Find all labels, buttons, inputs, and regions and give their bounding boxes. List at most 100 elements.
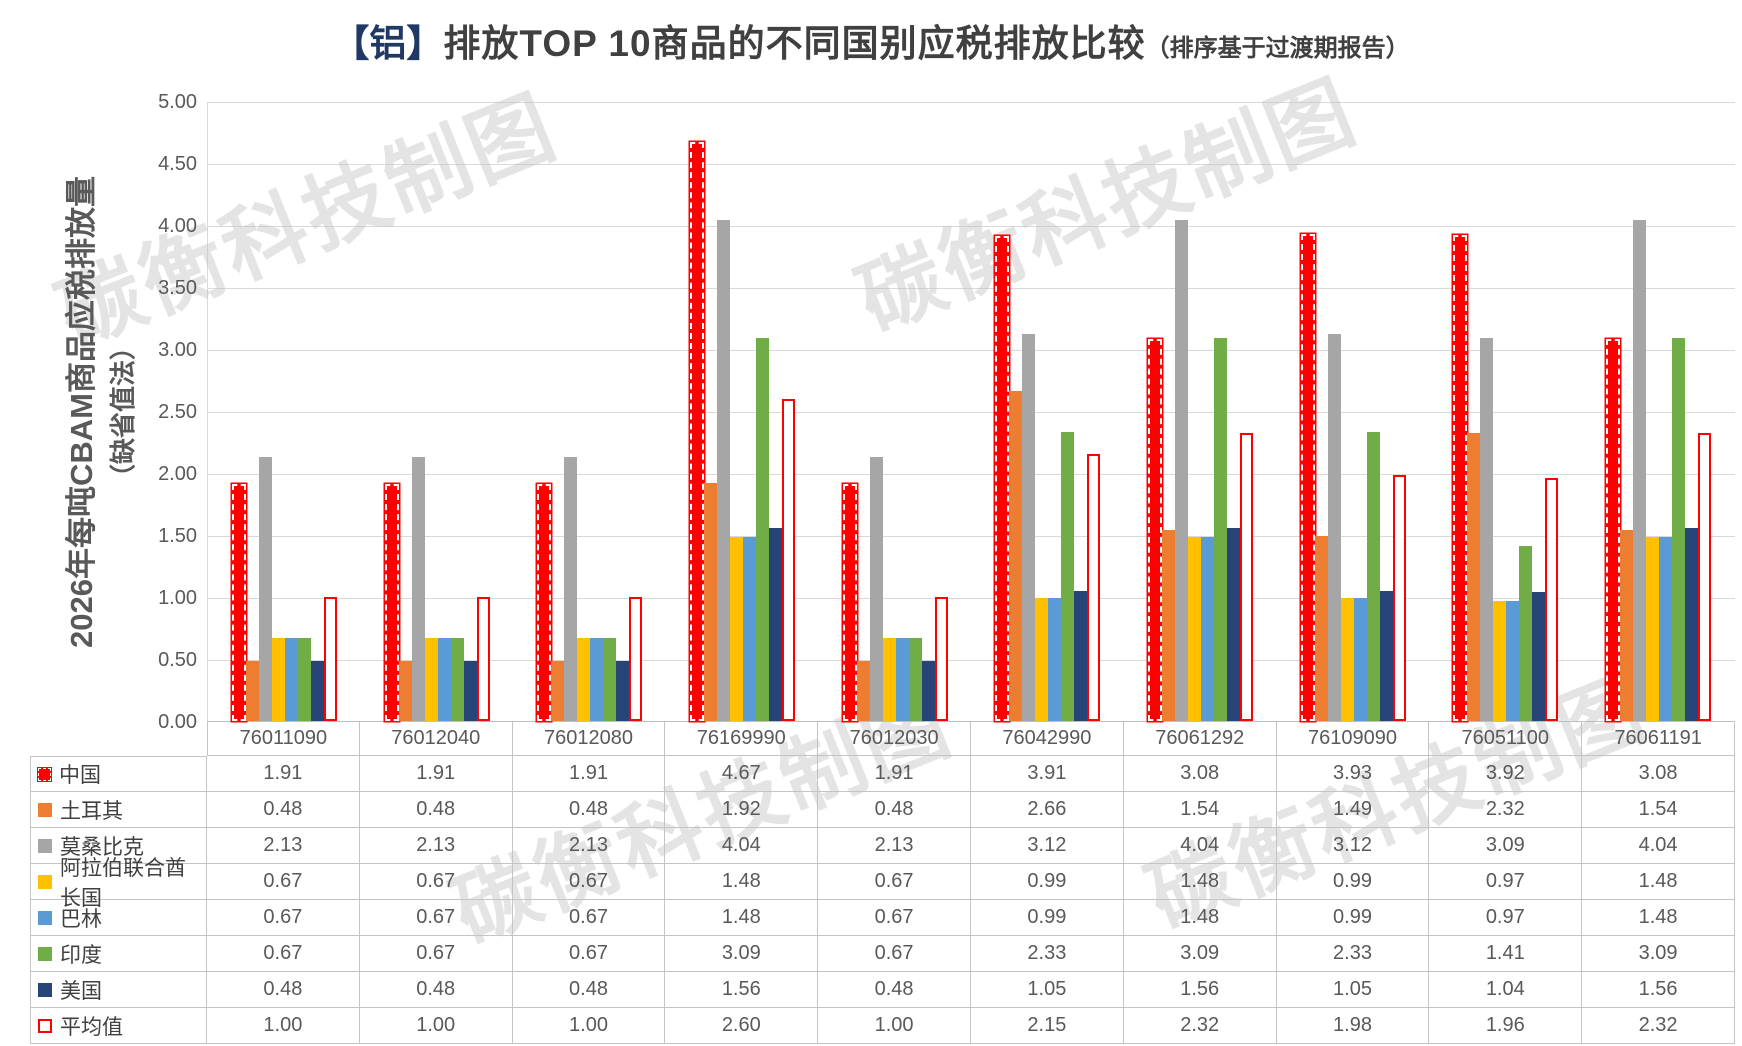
bar-中国-76011090: [231, 484, 246, 721]
table-cell-巴林-76169990: 1.48: [665, 900, 819, 936]
table-cell-莫桑比克-76012040: 2.13: [359, 828, 513, 864]
y-axis-title: 2026年每吨CBAM商品应税排放量 （缺省值法）: [43, 102, 153, 722]
column-header-76011090: 76011090: [207, 722, 360, 756]
table-cell-印度-76051100: 1.41: [1429, 936, 1583, 972]
table-cell-平均值-76051100: 1.96: [1429, 1008, 1583, 1044]
table-cell-阿拉伯联合酋长国-76012080: 0.67: [512, 864, 666, 900]
table-cell-土耳其-76012030: 0.48: [818, 792, 971, 828]
bar-美国-76051100: [1532, 592, 1546, 721]
column-header-76042990: 76042990: [971, 722, 1124, 756]
bar-莫桑比克-76012030: [869, 456, 883, 721]
bar-美国-76042990: [1074, 590, 1088, 721]
table-cell-平均值-76061292: 2.32: [1123, 1008, 1277, 1044]
bar-平均值-76012030: [934, 597, 948, 721]
bar-group-76011090: [208, 102, 361, 721]
bar-阿拉伯联合酋长国-76011090: [271, 637, 285, 721]
bar-土耳其-76012040: [398, 661, 412, 721]
bar-阿拉伯联合酋长国-76012040: [424, 637, 438, 721]
bar-土耳其-76042990: [1009, 391, 1023, 721]
bar-巴林-76061292: [1201, 537, 1215, 721]
bar-阿拉伯联合酋长国-76012030: [882, 637, 896, 721]
table-cell-巴林-76012040: 0.67: [359, 900, 513, 936]
table-cell-印度-76169990: 3.09: [665, 936, 819, 972]
table-cell-莫桑比克-76109090: 3.12: [1276, 828, 1430, 864]
bar-印度-76012040: [450, 637, 464, 721]
chart-title: 【铝】排放TOP 10商品的不同国别应税排放比较（排序基于过渡期报告）: [0, 13, 1742, 67]
bar-平均值-76011090: [323, 597, 337, 721]
table-cell-平均值-76011090: 1.00: [207, 1008, 360, 1044]
table-cell-土耳其-76061191: 1.54: [1582, 792, 1735, 828]
column-header-76012030: 76012030: [818, 722, 971, 756]
legend-row-中国: 中国: [30, 756, 207, 792]
bar-平均值-76012040: [476, 597, 490, 721]
legend-swatch-美国: [38, 982, 52, 997]
bar-平均值-76012080: [629, 597, 643, 721]
gridline: [208, 660, 1735, 661]
bar-平均值-76051100: [1545, 477, 1559, 721]
table-cell-中国-76012080: 1.91: [512, 756, 666, 792]
y-axis-title-line2: （缺省值法）: [108, 334, 138, 491]
table-cell-美国-76109090: 1.05: [1276, 972, 1430, 1008]
table-cell-土耳其-76109090: 1.49: [1276, 792, 1430, 828]
legend-row-巴林: 巴林: [30, 900, 207, 936]
table-cell-平均值-76109090: 1.98: [1276, 1008, 1430, 1044]
bar-土耳其-76061191: [1620, 530, 1634, 721]
table-cell-阿拉伯联合酋长国-76051100: 0.97: [1429, 864, 1583, 900]
bar-美国-76012040: [463, 661, 477, 721]
gridline: [208, 164, 1735, 165]
bar-中国-76109090: [1300, 233, 1315, 721]
bar-土耳其-76051100: [1467, 433, 1481, 721]
bar-巴林-76169990: [742, 537, 756, 721]
bar-平均值-76061191: [1698, 433, 1712, 721]
table-cell-印度-76042990: 2.33: [971, 936, 1124, 972]
bar-groups: [208, 102, 1735, 721]
column-header-76061292: 76061292: [1123, 722, 1277, 756]
table-cell-美国-76012030: 0.48: [818, 972, 971, 1008]
bar-平均值-76042990: [1087, 454, 1101, 721]
legend-swatch-平均值: [38, 1018, 52, 1033]
table-cell-土耳其-76042990: 2.66: [971, 792, 1124, 828]
bar-group-76051100: [1430, 102, 1583, 721]
title-prefix: 【铝】: [332, 23, 444, 64]
bar-印度-76169990: [755, 337, 769, 721]
table-cell-中国-76061292: 3.08: [1123, 756, 1277, 792]
bar-美国-76011090: [310, 661, 324, 721]
table-corner-cell: [30, 722, 207, 756]
table-cell-平均值-76061191: 2.32: [1582, 1008, 1735, 1044]
table-cell-阿拉伯联合酋长国-76109090: 0.99: [1276, 864, 1430, 900]
table-cell-平均值-76012030: 1.00: [818, 1008, 971, 1044]
bar-阿拉伯联合酋长国-76012080: [577, 637, 591, 721]
bar-group-76042990: [972, 102, 1125, 721]
bar-中国-76012030: [842, 484, 857, 721]
legend-label: 中国: [59, 764, 101, 787]
bar-美国-76012080: [616, 661, 630, 721]
column-header-76061191: 76061191: [1582, 722, 1735, 756]
table-cell-中国-76109090: 3.93: [1276, 756, 1430, 792]
column-header-76012080: 76012080: [512, 722, 666, 756]
table-cell-美国-76012040: 0.48: [359, 972, 513, 1008]
table-cell-印度-76012030: 0.67: [818, 936, 971, 972]
table-cell-莫桑比克-76061292: 4.04: [1123, 828, 1277, 864]
table-cell-巴林-76012030: 0.67: [818, 900, 971, 936]
y-axis-title-line1: 2026年每吨CBAM商品应税排放量: [64, 176, 99, 648]
bar-巴林-76012040: [437, 637, 451, 721]
table-cell-阿拉伯联合酋长国-76011090: 0.67: [207, 864, 360, 900]
legend-swatch-莫桑比克: [38, 838, 52, 853]
legend-swatch-阿拉伯联合酋长国: [38, 874, 52, 889]
table-cell-土耳其-76169990: 1.92: [665, 792, 819, 828]
bar-印度-76109090: [1366, 432, 1380, 721]
bar-group-76012080: [513, 102, 666, 721]
table-cell-巴林-76011090: 0.67: [207, 900, 360, 936]
bar-印度-76061292: [1214, 337, 1228, 721]
bar-莫桑比克-76012080: [564, 456, 578, 721]
bar-平均值-76061292: [1240, 433, 1254, 721]
bar-莫桑比克-76169990: [716, 220, 730, 721]
table-cell-美国-76061292: 1.56: [1123, 972, 1277, 1008]
legend-label: 印度: [60, 943, 102, 967]
bar-中国-76012040: [384, 484, 399, 721]
bar-阿拉伯联合酋长国-76061191: [1646, 537, 1660, 721]
legend-swatch-巴林: [38, 910, 52, 925]
table-cell-平均值-76042990: 2.15: [971, 1008, 1124, 1044]
legend-row-平均值: 平均值: [30, 1008, 207, 1044]
bar-美国-76169990: [768, 527, 782, 721]
